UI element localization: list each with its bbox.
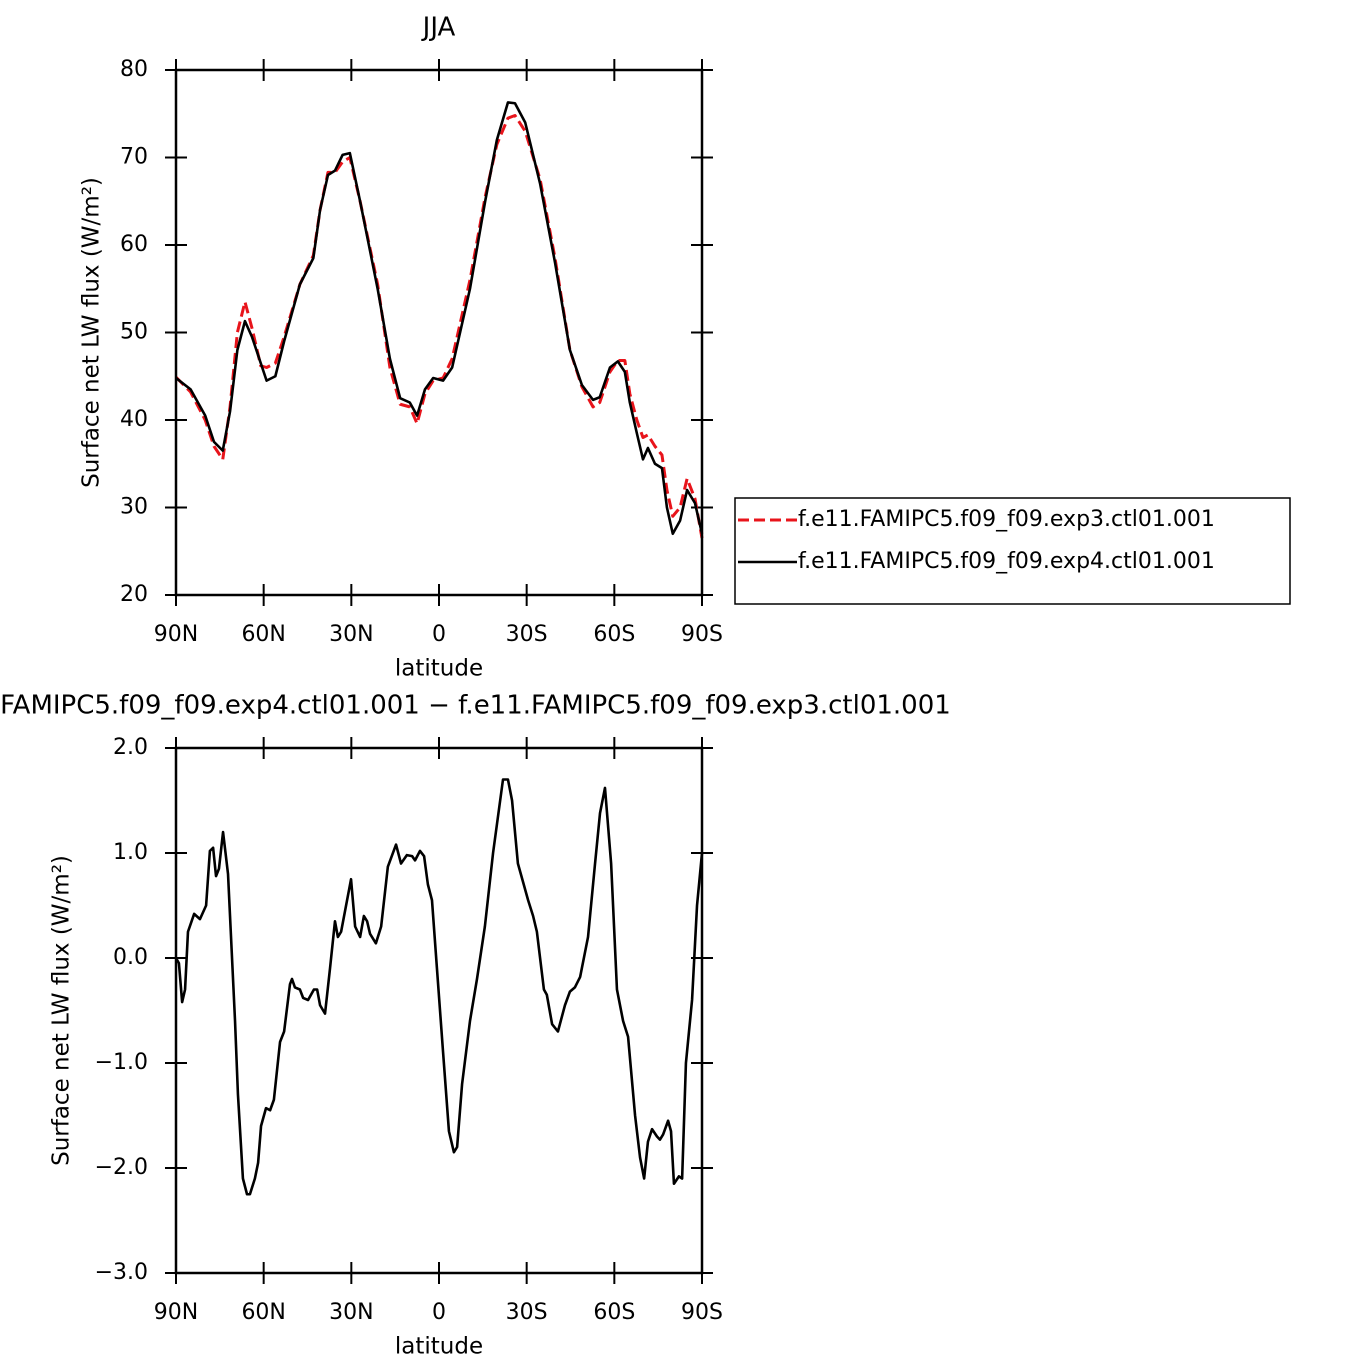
x-tick-label: 30S (506, 622, 548, 647)
y-tick-label: −3.0 (95, 1260, 148, 1285)
data-line (174, 114, 704, 539)
y-tick-label: 50 (120, 320, 148, 345)
x-tick-label: 30N (329, 622, 373, 647)
data-line (175, 101, 704, 536)
x-tick-label: 0 (432, 1300, 446, 1325)
x-axis-label: latitude (395, 1334, 483, 1360)
x-tick-label: 90N (154, 1300, 198, 1325)
x-tick-label: 90S (681, 622, 723, 647)
chart-title: JJA (421, 13, 456, 43)
x-tick-label: 30N (329, 1300, 373, 1325)
y-axis-label: Surface net LW flux (W/m²) (49, 855, 75, 1166)
x-tick-label: 0 (432, 622, 446, 647)
plot-frame (174, 68, 704, 597)
y-tick-label: 2.0 (113, 735, 148, 760)
y-tick-label: 1.0 (113, 840, 148, 865)
x-tick-label: 60S (593, 622, 635, 647)
y-tick-label: 30 (120, 495, 148, 520)
plot-frame (174, 746, 704, 1275)
y-tick-label: 80 (120, 57, 148, 82)
x-axis-label: latitude (395, 656, 483, 682)
x-tick-label: 90N (154, 622, 198, 647)
legend-label: f.e11.FAMIPC5.f09_f09.exp3.ctl01.001 (798, 507, 1215, 532)
y-tick-label: 60 (120, 232, 148, 257)
legend-label: f.e11.FAMIPC5.f09_f09.exp4.ctl01.001 (798, 549, 1215, 574)
y-tick-label: 70 (120, 145, 148, 170)
x-tick-label: 60S (593, 1300, 635, 1325)
chart-title: f.e11.FAMIPC5.f09_f09.exp4.ctl01.001 − f… (0, 691, 951, 721)
y-tick-label: 0.0 (113, 945, 148, 970)
x-tick-label: 30S (506, 1300, 548, 1325)
y-axis-label: Surface net LW flux (W/m²) (79, 177, 105, 488)
y-tick-label: 20 (120, 582, 148, 607)
legend-box (734, 497, 1291, 605)
y-tick-label: −2.0 (95, 1155, 148, 1180)
y-tick-label: 40 (120, 407, 148, 432)
y-tick-label: −1.0 (95, 1050, 148, 1075)
x-tick-label: 60N (241, 1300, 285, 1325)
x-tick-label: 90S (681, 1300, 723, 1325)
x-tick-label: 60N (241, 622, 285, 647)
data-line (174, 778, 704, 1196)
